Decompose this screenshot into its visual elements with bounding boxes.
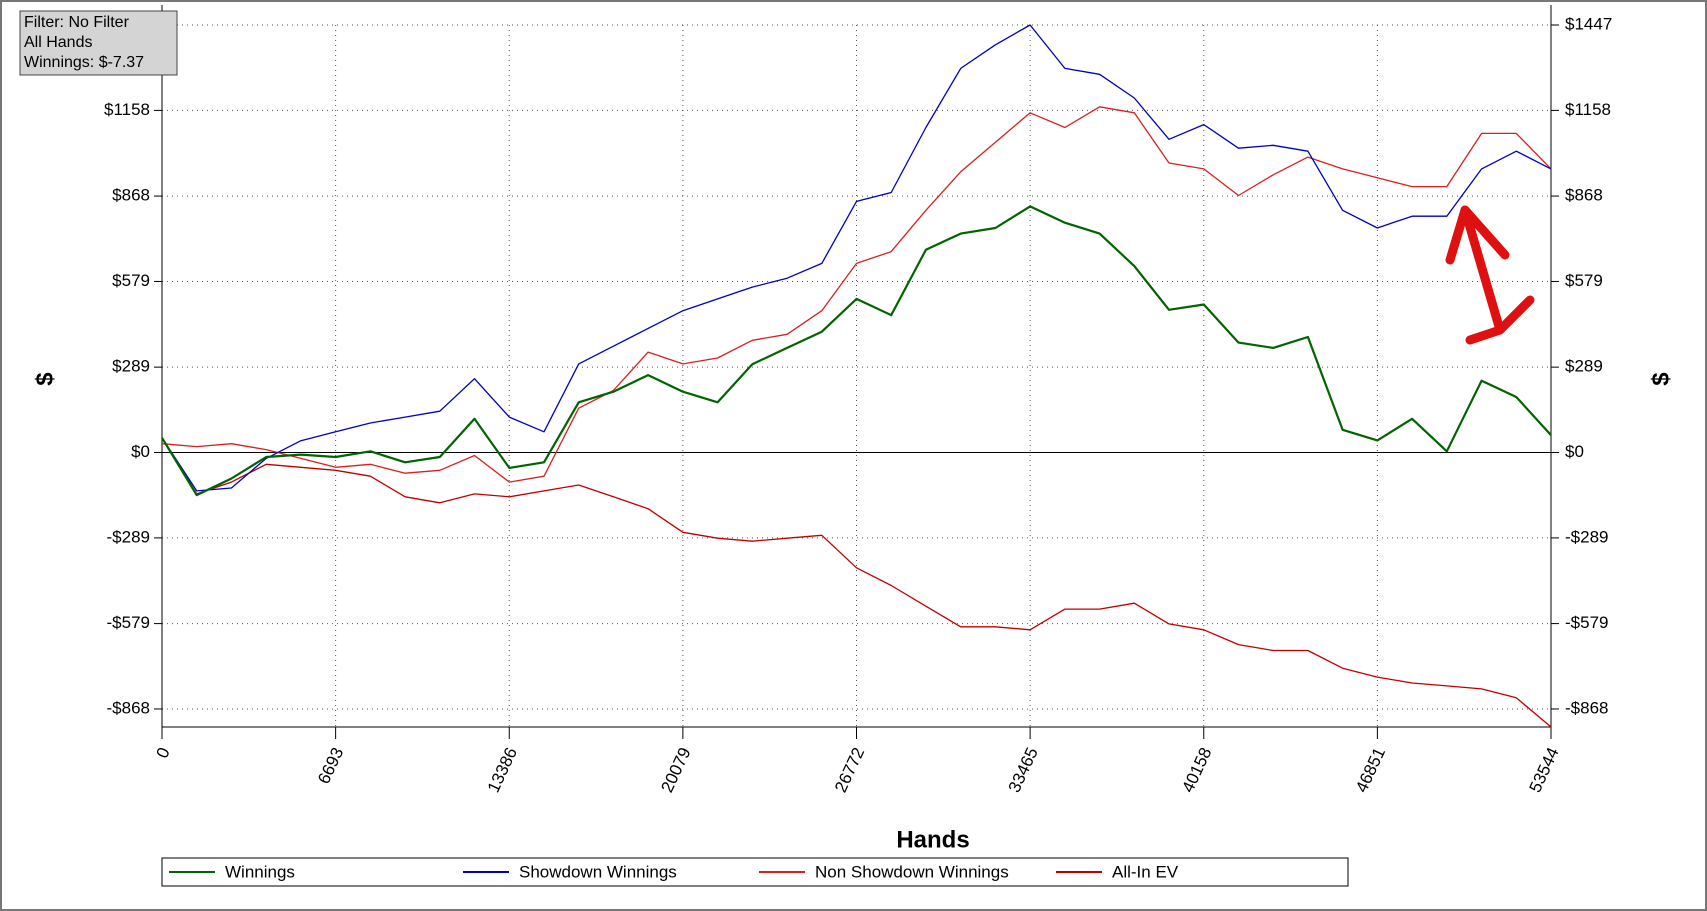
y-tick-label: $868 <box>112 186 150 205</box>
y2-tick-label: -$289 <box>1565 527 1608 546</box>
info-text: All Hands <box>24 34 92 51</box>
x-axis-label: Hands <box>896 826 969 853</box>
y-tick-label: $579 <box>112 271 150 290</box>
info-text: Winnings: $-7.37 <box>24 54 144 71</box>
y-tick-label: $1158 <box>104 100 150 119</box>
series-line <box>161 437 1552 728</box>
legend-label: Showdown Winnings <box>519 862 677 881</box>
y2-tick-label: -$868 <box>1565 698 1608 717</box>
y-tick-label: -$579 <box>107 613 150 632</box>
legend-label: All-In EV <box>1112 862 1179 881</box>
info-text: Filter: No Filter <box>24 14 130 31</box>
info-box <box>19 10 178 76</box>
y2-tick-label: $0 <box>1565 442 1584 461</box>
series-line <box>161 24 1552 492</box>
y-tick-label: $289 <box>112 357 150 376</box>
annotation-arrow <box>1445 205 1535 345</box>
y-tick-label: $0 <box>131 442 150 461</box>
y2-tick-label: -$579 <box>1565 613 1608 632</box>
y-tick-label: -$868 <box>107 698 150 717</box>
y-axis-label: $ <box>31 372 58 386</box>
y2-axis-label: $ <box>1647 372 1674 386</box>
y2-tick-label: $868 <box>1565 186 1603 205</box>
y2-tick-label: $289 <box>1565 357 1603 376</box>
legend-label: Winnings <box>225 862 295 881</box>
y2-tick-label: $1447 <box>1565 14 1612 33</box>
legend-label: Non Showdown Winnings <box>815 862 1009 881</box>
y2-tick-label: $1158 <box>1565 100 1611 119</box>
series-line <box>161 106 1552 483</box>
y2-tick-label: $579 <box>1565 271 1603 290</box>
series-line <box>161 205 1552 497</box>
y-tick-label: -$289 <box>107 527 150 546</box>
legend <box>161 857 1349 887</box>
